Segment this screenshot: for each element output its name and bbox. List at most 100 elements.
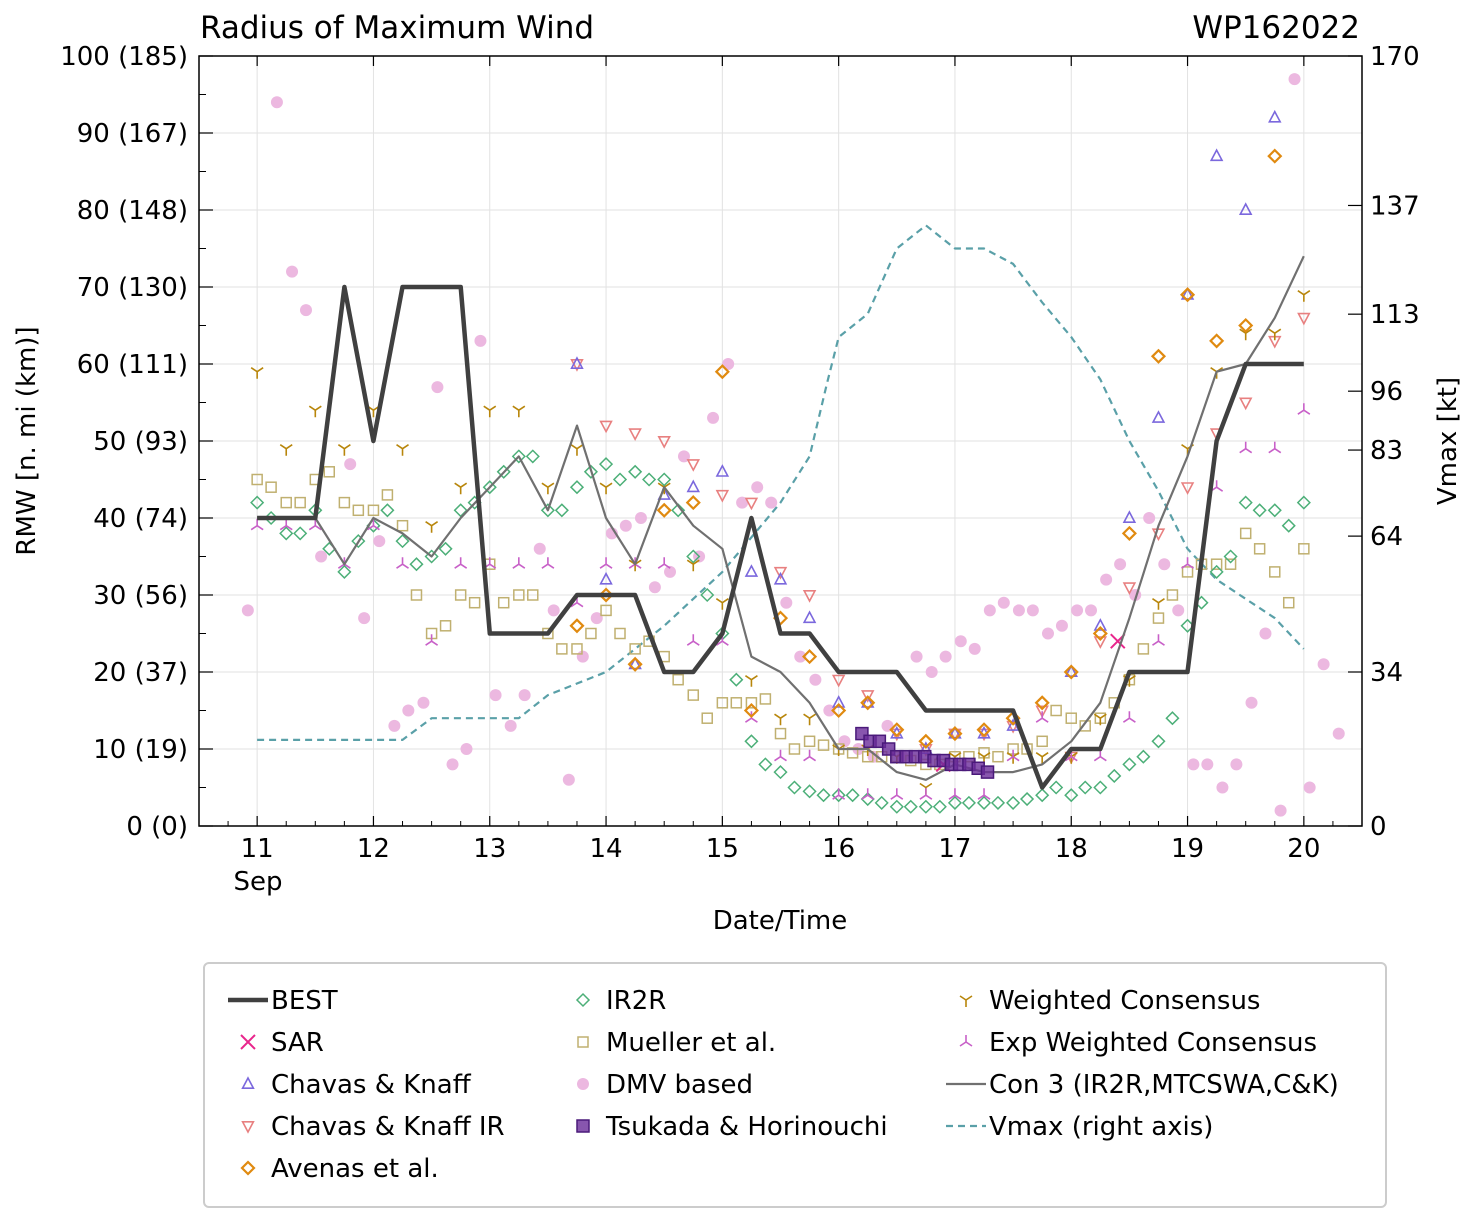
dmv-point [1303, 781, 1316, 794]
ir2r-point [583, 464, 598, 479]
legend-label-dmv: DMV based [606, 1070, 753, 1100]
ir2r-point [337, 564, 352, 579]
ir2r-point [1281, 518, 1296, 533]
ckir-point [948, 728, 962, 742]
legend-label-vmax: Vmax (right axis) [989, 1112, 1213, 1142]
x-tick-label: 12 [357, 834, 390, 864]
dmv-point [968, 642, 981, 655]
mueller-point [672, 673, 684, 686]
ir2r-point [1064, 788, 1079, 803]
ck-point [1268, 109, 1282, 123]
avenas-point [976, 722, 992, 738]
ewcons-point [396, 557, 409, 569]
wcons-point [1239, 328, 1253, 341]
ewcons-point [948, 788, 962, 800]
dmv-point [562, 773, 575, 786]
x-axis-label: Date/Time [713, 906, 848, 936]
ewcons-point [657, 557, 671, 569]
ir2r-point [1267, 503, 1282, 518]
mueller-point [701, 712, 713, 724]
legend-swatch-avenas [240, 1160, 256, 1176]
dmv-point [1259, 627, 1272, 640]
ewcons-point [774, 749, 787, 762]
mueller-point [759, 693, 772, 705]
mueller-point [1210, 558, 1223, 570]
mueller-point [788, 743, 801, 755]
ckir-point [1093, 636, 1108, 649]
x-tick-label: 20 [1287, 834, 1320, 864]
ir2r-point [554, 503, 569, 518]
wcons-point [570, 444, 584, 456]
ir2r-point [787, 780, 802, 795]
ir2r-point [598, 457, 614, 472]
ckir-point [1035, 705, 1049, 719]
avenas-point [656, 502, 672, 518]
ewcons-point [1181, 557, 1194, 569]
legend-swatch-ir2r [575, 992, 591, 1008]
dmv-point [1158, 558, 1171, 571]
series-layer [241, 73, 1345, 817]
mueller-point [381, 489, 394, 501]
legend: BEST SAR Chavas & Knaff Chavas & Knaff IR Av… [203, 962, 1387, 1208]
dmv-point [619, 519, 632, 532]
ck-point [1093, 618, 1108, 631]
ir2r-point [845, 788, 860, 803]
dmv-point [954, 635, 967, 648]
ir2r-point [1006, 795, 1021, 810]
ck-point [860, 695, 875, 708]
dmv-point [1143, 512, 1156, 524]
y-tick-label-right: 96 [1370, 377, 1403, 407]
wcons-point [454, 482, 468, 495]
ewcons-point [1006, 749, 1020, 762]
ewcons-point [512, 557, 526, 569]
ck-point [1151, 410, 1166, 423]
ckir-point [1297, 312, 1311, 326]
ewcons-point [1297, 403, 1311, 415]
mueller-point [280, 496, 292, 509]
wcons-point [686, 559, 700, 572]
ir2r-point [1078, 780, 1093, 795]
wcons-point [279, 444, 293, 456]
x-axis-sublabel: Sep [233, 867, 282, 897]
ir2r-point [1107, 768, 1122, 784]
ckir-point [831, 674, 846, 688]
wcons-point [541, 482, 555, 495]
tsukada-point [980, 765, 995, 779]
avenas-point [1150, 348, 1167, 364]
ir2r-point [511, 449, 526, 464]
wcons-point [396, 444, 409, 456]
ir2r-point [1238, 495, 1253, 510]
dmv-point [241, 604, 254, 617]
ckir-point [744, 497, 759, 511]
ewcons-point [1122, 711, 1136, 723]
legend-swatch-mueller [577, 1036, 589, 1048]
ir2r-point [540, 503, 555, 518]
mueller-point [367, 504, 380, 517]
ewcons-point [425, 634, 439, 646]
mueller-point [1253, 543, 1266, 555]
ck-point [628, 656, 642, 670]
legend-swatch-ewcons [959, 1035, 973, 1047]
mueller-point [745, 697, 758, 709]
mueller-point [774, 727, 787, 740]
ir2r-point [1165, 711, 1180, 726]
ir2r-point [569, 480, 585, 495]
ir2r-point [990, 795, 1006, 810]
wcons-point [744, 675, 758, 687]
vmax-line [257, 224, 1305, 741]
ir2r-point [250, 495, 265, 510]
ir2r-point [932, 799, 947, 814]
ir2r-point [686, 549, 701, 564]
dmv-point [634, 512, 647, 524]
mueller-point [730, 697, 743, 709]
wcons-point [715, 598, 729, 610]
ir2r-point [1049, 780, 1064, 795]
ckir-point [1122, 582, 1137, 596]
dmv-point [780, 596, 793, 609]
dmv-point [925, 666, 938, 678]
ckir-point [570, 359, 584, 372]
avenas-point [569, 618, 585, 634]
mueller-point [265, 481, 277, 493]
ewcons-point [1035, 711, 1049, 723]
